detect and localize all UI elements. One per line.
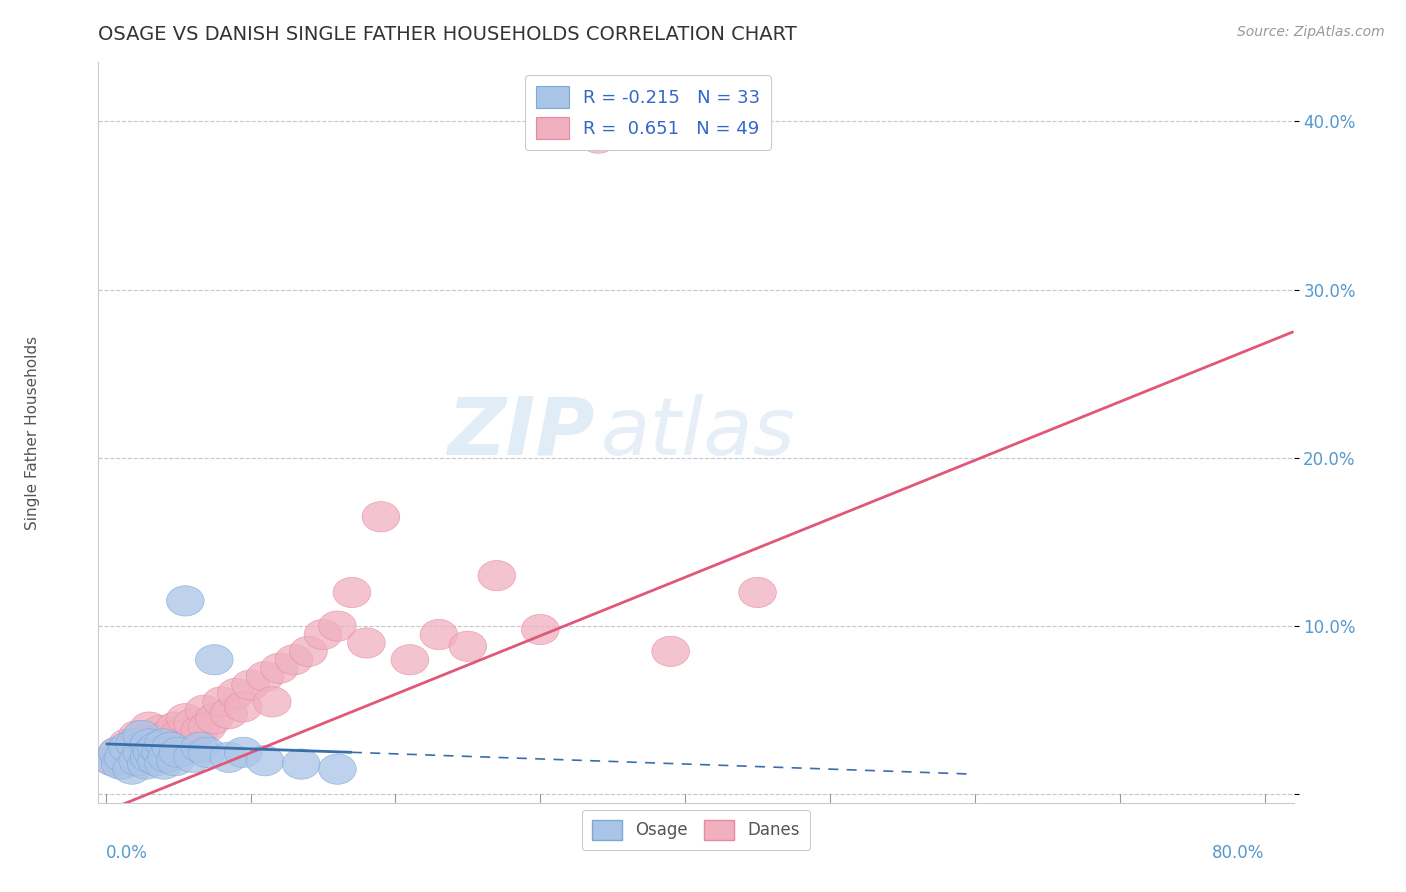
Ellipse shape [138, 742, 176, 772]
Ellipse shape [118, 721, 156, 751]
Ellipse shape [319, 611, 356, 641]
Ellipse shape [142, 737, 180, 767]
Ellipse shape [363, 501, 399, 532]
Ellipse shape [104, 749, 142, 780]
Text: Single Father Households: Single Father Households [25, 335, 41, 530]
Ellipse shape [134, 729, 172, 759]
Ellipse shape [108, 732, 146, 763]
Ellipse shape [134, 737, 172, 767]
Ellipse shape [159, 721, 197, 751]
Ellipse shape [260, 653, 298, 683]
Ellipse shape [186, 695, 224, 725]
Ellipse shape [202, 687, 240, 717]
Ellipse shape [128, 737, 165, 767]
Ellipse shape [138, 732, 176, 763]
Ellipse shape [152, 737, 190, 767]
Ellipse shape [209, 698, 247, 729]
Ellipse shape [304, 619, 342, 649]
Ellipse shape [115, 729, 153, 759]
Ellipse shape [152, 732, 190, 763]
Text: 0.0%: 0.0% [105, 845, 148, 863]
Ellipse shape [148, 721, 186, 751]
Legend: Osage, Danes: Osage, Danes [582, 810, 810, 850]
Ellipse shape [124, 737, 160, 767]
Ellipse shape [283, 749, 321, 780]
Ellipse shape [118, 746, 156, 776]
Ellipse shape [209, 742, 247, 772]
Text: Source: ZipAtlas.com: Source: ZipAtlas.com [1237, 25, 1385, 39]
Ellipse shape [128, 749, 165, 780]
Ellipse shape [108, 729, 146, 759]
Text: 80.0%: 80.0% [1212, 845, 1264, 863]
Ellipse shape [522, 615, 560, 645]
Ellipse shape [652, 636, 689, 666]
Ellipse shape [478, 560, 516, 591]
Text: OSAGE VS DANISH SINGLE FATHER HOUSEHOLDS CORRELATION CHART: OSAGE VS DANISH SINGLE FATHER HOUSEHOLDS… [98, 25, 797, 45]
Ellipse shape [138, 746, 176, 776]
Ellipse shape [101, 742, 139, 772]
Ellipse shape [319, 754, 356, 784]
Ellipse shape [145, 729, 183, 759]
Ellipse shape [174, 742, 211, 772]
Ellipse shape [142, 715, 180, 746]
Ellipse shape [145, 732, 183, 763]
Ellipse shape [188, 737, 226, 767]
Ellipse shape [225, 692, 262, 722]
Ellipse shape [174, 708, 211, 739]
Ellipse shape [195, 704, 233, 734]
Ellipse shape [166, 704, 204, 734]
Ellipse shape [131, 712, 167, 742]
Ellipse shape [156, 746, 194, 776]
Ellipse shape [276, 645, 312, 675]
Ellipse shape [159, 737, 197, 767]
Ellipse shape [333, 577, 371, 607]
Ellipse shape [246, 746, 284, 776]
Ellipse shape [253, 687, 291, 717]
Ellipse shape [98, 737, 136, 767]
Text: ZIP: ZIP [447, 393, 595, 472]
Ellipse shape [131, 742, 167, 772]
Ellipse shape [181, 715, 219, 746]
Ellipse shape [420, 619, 458, 649]
Ellipse shape [172, 729, 208, 759]
Ellipse shape [166, 586, 204, 616]
Ellipse shape [225, 737, 262, 767]
Ellipse shape [124, 721, 160, 751]
Ellipse shape [246, 662, 284, 692]
Ellipse shape [195, 645, 233, 675]
Ellipse shape [449, 632, 486, 662]
Ellipse shape [98, 737, 136, 767]
Ellipse shape [115, 746, 153, 776]
Ellipse shape [156, 712, 194, 742]
Ellipse shape [124, 732, 160, 763]
Ellipse shape [347, 628, 385, 658]
Ellipse shape [112, 737, 150, 767]
Ellipse shape [579, 123, 617, 153]
Ellipse shape [145, 749, 183, 780]
Ellipse shape [101, 749, 139, 780]
Ellipse shape [94, 746, 132, 776]
Ellipse shape [738, 577, 776, 607]
Ellipse shape [290, 636, 328, 666]
Ellipse shape [217, 678, 254, 708]
Ellipse shape [391, 645, 429, 675]
Ellipse shape [188, 712, 226, 742]
Ellipse shape [148, 742, 186, 772]
Ellipse shape [94, 746, 132, 776]
Ellipse shape [112, 754, 150, 784]
Ellipse shape [181, 732, 219, 763]
Ellipse shape [131, 729, 167, 759]
Text: atlas: atlas [600, 393, 796, 472]
Ellipse shape [104, 742, 142, 772]
Ellipse shape [232, 670, 270, 700]
